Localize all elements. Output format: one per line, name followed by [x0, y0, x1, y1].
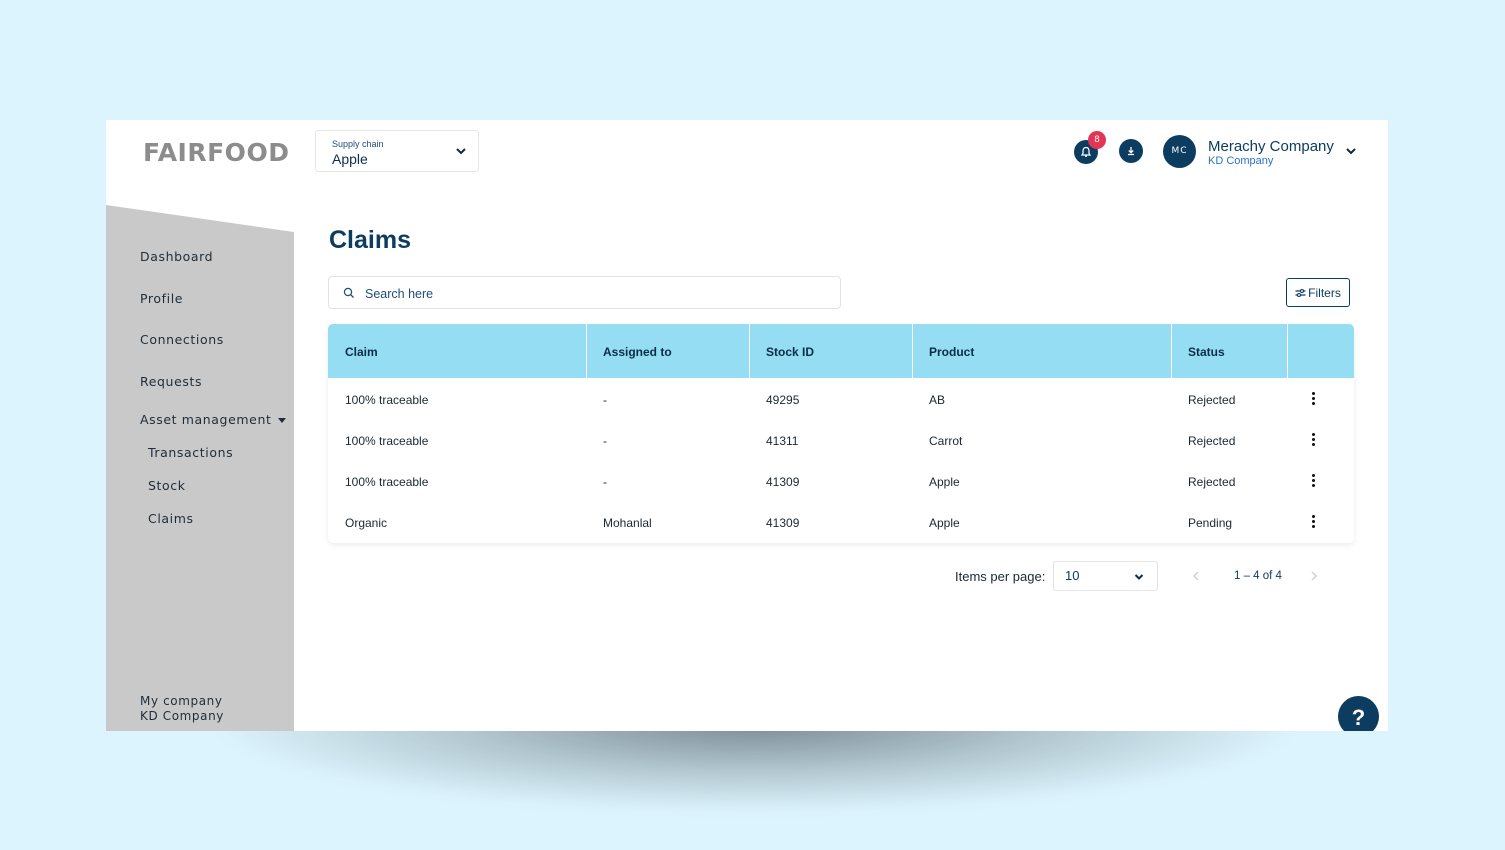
supply-chain-value: Apple [332, 151, 368, 167]
claim-cell: Organic [345, 516, 388, 530]
column-header-product[interactable]: Product [912, 324, 1172, 378]
supply-chain-select[interactable]: Supply chain Apple [315, 130, 479, 172]
chevron-right-icon[interactable] [1307, 569, 1321, 583]
avatar[interactable]: MC [1163, 135, 1196, 168]
chevron-down-icon[interactable] [1344, 144, 1358, 158]
search-input[interactable] [363, 283, 827, 305]
kebab-menu-icon[interactable] [1306, 470, 1320, 490]
table-row[interactable]: 100% traceable - 49295 AB Rejected [328, 378, 1354, 419]
items-per-page-label: Items per page: [955, 569, 1046, 584]
app-window: FAIRFOOD Supply chain Apple 8 MC Merachy… [106, 120, 1388, 731]
sidebar-item-connections[interactable]: Connections [140, 332, 224, 347]
table-row[interactable]: 100% traceable - 41309 Apple Rejected [328, 460, 1354, 501]
chevron-down-icon [456, 148, 466, 155]
filters-button[interactable]: Filters [1286, 278, 1350, 307]
sidebar-item-requests[interactable]: Requests [140, 374, 203, 389]
assigned-to-cell: - [603, 475, 607, 489]
assigned-to-cell: - [603, 393, 607, 407]
items-per-page-value: 10 [1065, 568, 1080, 583]
pagination-range: 1 – 4 of 4 [1234, 570, 1282, 582]
company-name[interactable]: Merachy Company [1208, 138, 1334, 155]
my-company-label: My company [140, 694, 223, 708]
status-cell: Pending [1188, 516, 1233, 530]
claim-cell: 100% traceable [345, 393, 429, 407]
sidebar: Dashboard Profile Connections Requests A… [106, 205, 294, 731]
table-row[interactable]: 100% traceable - 41311 Carrot Rejected [328, 419, 1354, 460]
stock-id-cell: 41309 [766, 475, 800, 489]
sidebar-item-asset-management[interactable]: Asset management [140, 412, 287, 427]
stock-id-cell: 41311 [766, 434, 799, 448]
claims-table: Claim Assigned to Stock ID Product Statu… [328, 324, 1354, 543]
search-icon [343, 287, 354, 298]
download-button[interactable] [1119, 139, 1143, 163]
sliders-icon [1295, 288, 1306, 297]
column-header-stock-id[interactable]: Stock ID [749, 324, 913, 378]
table-header: Claim Assigned to Stock ID Product Statu… [328, 324, 1354, 378]
supply-chain-label: Supply chain [332, 139, 384, 149]
claim-cell: 100% traceable [345, 475, 429, 489]
items-per-page-select[interactable]: 10 [1053, 561, 1158, 591]
download-icon [1128, 147, 1134, 156]
kebab-menu-icon[interactable] [1306, 511, 1320, 531]
product-cell: AB [929, 393, 946, 407]
assigned-to-cell: - [603, 434, 607, 448]
sidebar-background [106, 205, 294, 731]
assigned-to-cell: Mohanlal [603, 516, 652, 530]
fairfood-logo: FAIRFOOD [143, 138, 290, 167]
kebab-menu-icon[interactable] [1306, 429, 1320, 449]
sidebar-item-stock[interactable]: Stock [148, 478, 186, 493]
sidebar-item-transactions[interactable]: Transactions [148, 445, 234, 460]
sidebar-item-label: Asset management [140, 412, 272, 427]
notification-count-badge: 8 [1088, 131, 1106, 149]
my-company-name[interactable]: KD Company [140, 709, 225, 723]
product-cell: Carrot [929, 434, 963, 448]
chevron-left-icon[interactable] [1189, 569, 1203, 583]
column-header-status[interactable]: Status [1171, 324, 1288, 378]
status-cell: Rejected [1188, 434, 1236, 448]
column-header-assigned-to[interactable]: Assigned to [586, 324, 750, 378]
filters-label: Filters [1308, 285, 1341, 300]
status-cell: Rejected [1188, 393, 1236, 407]
page-title: Claims [329, 226, 411, 254]
stock-id-cell: 41309 [766, 516, 800, 530]
caret-down-icon [278, 418, 287, 423]
product-cell: Apple [929, 516, 960, 530]
chevron-down-icon [1134, 574, 1144, 580]
help-button[interactable]: ? [1338, 696, 1379, 731]
search-field [328, 276, 841, 309]
column-header-actions [1287, 324, 1354, 378]
stock-id-cell: 49295 [766, 393, 800, 407]
column-header-claim[interactable]: Claim [328, 324, 587, 378]
bell-icon [1080, 146, 1092, 157]
status-cell: Rejected [1188, 475, 1236, 489]
kebab-menu-icon[interactable] [1306, 388, 1320, 408]
sidebar-item-dashboard[interactable]: Dashboard [140, 249, 214, 264]
sidebar-item-claims[interactable]: Claims [148, 511, 194, 526]
company-subtitle: KD Company [1208, 155, 1274, 167]
table-row[interactable]: Organic Mohanlal 41309 Apple Pending [328, 501, 1354, 542]
claim-cell: 100% traceable [345, 434, 429, 448]
sidebar-item-profile[interactable]: Profile [140, 291, 184, 306]
product-cell: Apple [929, 475, 960, 489]
